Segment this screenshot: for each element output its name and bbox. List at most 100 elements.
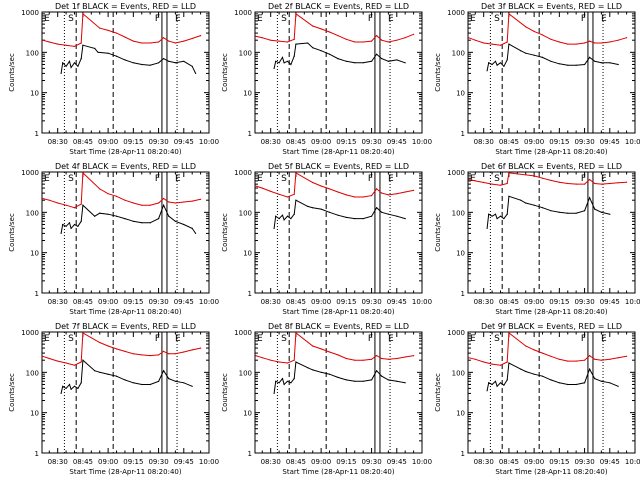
data-point <box>80 220 82 222</box>
data-point <box>124 36 126 38</box>
data-point <box>99 27 101 29</box>
data-point <box>320 348 322 350</box>
data-point <box>149 355 151 357</box>
panel-title: Det 2f BLACK = Events, RED = LLD <box>268 2 409 11</box>
x-tick-label: 09:45 <box>387 298 407 306</box>
y-axis-label: Counts/sec <box>8 53 16 92</box>
data-point <box>404 62 406 64</box>
data-point <box>387 60 389 62</box>
marker-label: E <box>44 334 50 344</box>
y-tick-label: 10 <box>456 410 465 418</box>
marker-label: S <box>494 174 500 184</box>
data-point <box>278 218 280 220</box>
x-tick-label: 09:15 <box>123 458 143 466</box>
data-point <box>191 37 193 40</box>
x-tick-label: 09:45 <box>174 138 194 146</box>
y-tick-label: 100 <box>452 49 465 57</box>
data-point <box>371 358 373 360</box>
y-tick-label: 10 <box>243 90 252 98</box>
y-tick-label: 1 <box>35 450 39 458</box>
marker-label: E <box>388 334 394 344</box>
data-point <box>376 207 378 209</box>
data-point <box>255 355 257 357</box>
y-tick-label: 1000 <box>447 329 465 337</box>
data-point <box>413 189 415 191</box>
data-point <box>584 63 586 66</box>
data-point <box>94 215 96 217</box>
data-point <box>68 60 71 62</box>
data-point <box>474 180 476 182</box>
data-point <box>337 214 339 216</box>
data-point <box>99 188 101 190</box>
data-point <box>488 382 490 384</box>
marker-label: S <box>281 174 287 184</box>
data-point <box>124 199 126 201</box>
marker-label: E <box>601 174 607 184</box>
data-point <box>163 370 165 372</box>
data-point <box>584 359 586 361</box>
series-events-line <box>273 42 406 69</box>
data-point <box>594 42 596 44</box>
data-point <box>575 43 577 45</box>
data-point <box>107 345 109 347</box>
data-point <box>533 204 535 206</box>
data-point <box>183 60 185 62</box>
y-tick-label: 1000 <box>234 329 252 337</box>
data-point <box>371 215 373 217</box>
data-point <box>491 183 493 185</box>
y-tick-label: 1 <box>248 290 252 298</box>
data-point <box>371 60 373 62</box>
data-point <box>381 192 383 194</box>
data-point <box>68 222 71 224</box>
marker-label: E <box>470 14 476 24</box>
data-point <box>94 47 96 50</box>
y-tick-label: 1 <box>461 130 465 138</box>
data-point <box>42 197 44 200</box>
data-point <box>508 362 510 364</box>
y-axis-label: Counts/sec <box>434 213 442 252</box>
data-point <box>255 185 257 187</box>
data-point <box>508 332 510 334</box>
data-point <box>387 358 389 360</box>
marker-label: E <box>470 174 476 184</box>
data-point <box>48 41 50 43</box>
data-point <box>270 39 272 41</box>
data-point <box>293 213 295 215</box>
data-point <box>541 207 544 209</box>
marker-label: F <box>155 14 160 24</box>
data-point <box>183 351 185 353</box>
data-point <box>506 213 508 215</box>
plot-frame <box>254 331 423 454</box>
x-axis-label: Start Time (28-Apr-11 08:20:40) <box>282 468 394 476</box>
data-point <box>567 360 569 362</box>
data-point <box>503 384 505 386</box>
data-point <box>486 227 488 229</box>
data-point <box>503 65 505 67</box>
data-point <box>286 41 289 43</box>
data-point <box>337 354 339 356</box>
data-point <box>70 388 72 390</box>
x-tick-label: 08:45 <box>73 138 93 146</box>
data-point <box>525 345 527 347</box>
data-point <box>520 368 522 370</box>
panel-title: Det 1f BLACK = Events, RED = LLD <box>55 2 196 11</box>
data-point <box>62 223 64 226</box>
data-point <box>499 62 502 64</box>
data-point <box>387 194 389 196</box>
data-point <box>626 37 628 39</box>
data-point <box>191 65 193 67</box>
data-point <box>149 222 151 224</box>
data-point <box>491 215 493 217</box>
data-point <box>320 208 322 210</box>
marker-label: F <box>368 334 373 344</box>
data-point <box>525 202 527 204</box>
data-point <box>508 195 510 197</box>
data-point <box>278 62 280 64</box>
x-tick-label: 10:00 <box>199 138 219 146</box>
data-point <box>609 382 611 384</box>
data-point <box>273 67 275 69</box>
data-point <box>337 376 339 378</box>
y-tick-label: 100 <box>26 49 39 57</box>
data-point <box>506 182 508 185</box>
data-point <box>413 355 415 357</box>
